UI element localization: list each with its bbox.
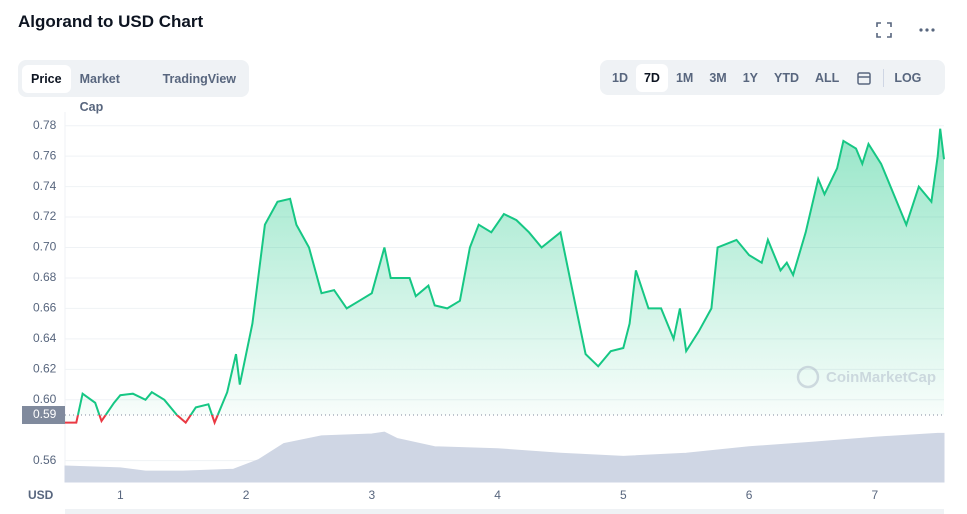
- x-tick-label: 1: [117, 488, 124, 502]
- tab-button[interactable]: 1M: [675, 70, 694, 85]
- bottom-strip: [65, 509, 944, 514]
- y-tick-label: 0.60: [33, 392, 57, 406]
- price-line: [76, 128, 945, 416]
- tab-button[interactable]: Price: [22, 64, 71, 93]
- y-tick-label: 0.64: [33, 331, 57, 345]
- tab-group: Price Market Cap TradingView: [18, 60, 249, 114]
- x-tick-label: 2: [243, 488, 250, 502]
- tab-button[interactable]: LOG: [894, 70, 922, 85]
- reference-label: 0.59: [33, 407, 57, 421]
- x-tick-label: 5: [620, 488, 627, 502]
- more-icon: [925, 28, 929, 32]
- reference-label-box: [22, 406, 65, 425]
- y-tick-label: 0.66: [33, 301, 57, 315]
- watermark: CoinMarketCap: [796, 365, 936, 389]
- tab-button[interactable]: 7D: [635, 63, 668, 92]
- y-tick-label: 0.78: [33, 118, 57, 132]
- range-group: 1D 7D 1M 3M 1Y YTD ALL LOG: [600, 60, 945, 95]
- watermark-text: CoinMarketCap: [826, 369, 936, 386]
- y-tick-label: 0.76: [33, 148, 57, 162]
- tab-button[interactable]: 3M: [709, 70, 727, 85]
- x-tick-label: 7: [871, 488, 878, 502]
- y-tick-label: 0.56: [33, 453, 57, 467]
- price-area: [65, 128, 944, 423]
- x-tick-label: 3: [368, 488, 375, 502]
- watermark-logo: [796, 365, 820, 389]
- tab-button[interactable]: ALL: [815, 70, 840, 85]
- y-tick-label: 0.74: [33, 179, 57, 193]
- toolbar-icons[interactable]: [874, 20, 944, 40]
- chart: 0.56 0.60 0.62 0.64 0.66 0.68 0.70 0.72 0.74 0.76…: [22, 112, 945, 514]
- x-tick-label: 4: [494, 488, 501, 502]
- separator: [883, 68, 885, 87]
- x-tick-label: 6: [746, 488, 753, 502]
- more-icon: [931, 28, 935, 32]
- tab-button[interactable]: YTD: [774, 70, 800, 85]
- y-tick-label: 0.70: [33, 240, 57, 254]
- currency-label: USD: [28, 488, 54, 502]
- y-tick-label: 0.68: [33, 270, 57, 284]
- tab-button[interactable]: Market Cap: [79, 71, 120, 114]
- tab-button[interactable]: 1Y: [742, 70, 759, 85]
- y-tick-label: 0.72: [33, 209, 57, 223]
- volume-area: [64, 431, 945, 483]
- tab-button[interactable]: 1D: [612, 70, 628, 85]
- chart-title: Algorand to USD Chart: [18, 12, 204, 31]
- fullscreen-icon[interactable]: [876, 22, 892, 38]
- tab-button[interactable]: TradingView: [162, 71, 236, 86]
- calendar-icon[interactable]: [847, 64, 881, 92]
- y-tick-label: 0.62: [33, 361, 57, 375]
- more-icon[interactable]: [919, 28, 923, 32]
